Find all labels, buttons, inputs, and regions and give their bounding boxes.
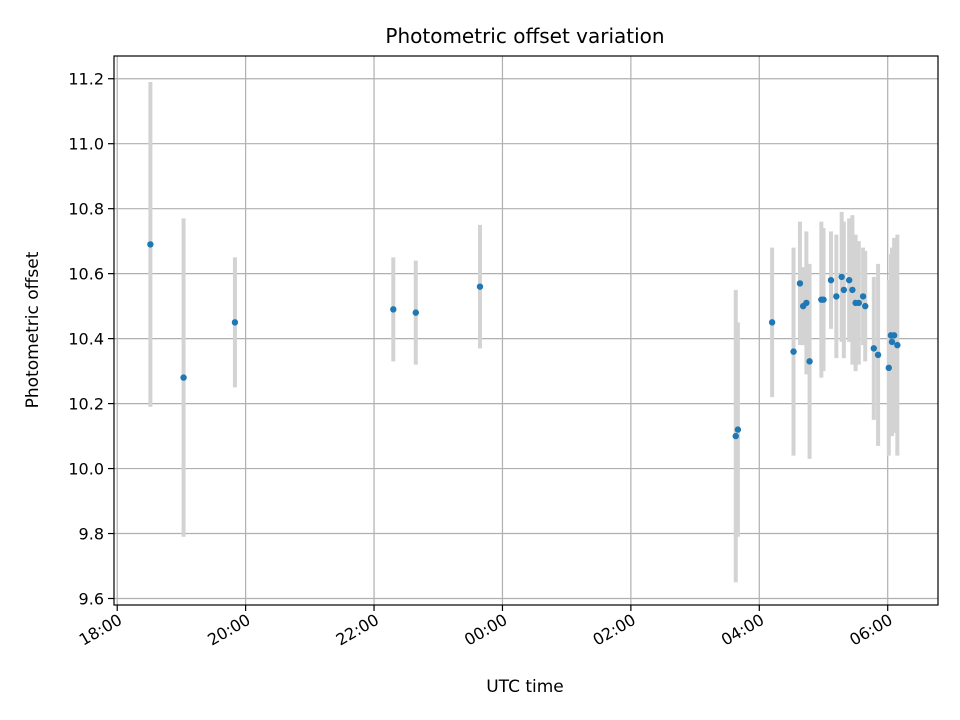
chart-title: Photometric offset variation: [385, 24, 664, 48]
data-point: [840, 286, 848, 294]
data-point: [849, 286, 856, 294]
data-point: [894, 341, 901, 349]
data-point: [888, 338, 896, 346]
y-tick-label: 11.0: [68, 135, 104, 154]
data-point: [803, 299, 810, 307]
y-tick-label: 9.6: [79, 590, 104, 609]
y-tick-label: 10.4: [68, 330, 104, 349]
y-tick-label: 11.2: [68, 70, 104, 89]
data-point: [768, 319, 776, 326]
data-point: [855, 299, 863, 307]
plot-area: [114, 56, 938, 605]
data-point: [734, 426, 742, 433]
y-tick-label: 10.6: [68, 265, 104, 284]
y-tick-label: 10.8: [68, 200, 104, 219]
data-point: [820, 296, 827, 303]
data-point: [859, 293, 867, 300]
data-point: [838, 273, 845, 281]
data-point: [833, 293, 840, 300]
y-tick-label: 9.8: [79, 525, 104, 544]
y-tick-label: 10.2: [68, 395, 104, 414]
data-point: [476, 283, 484, 290]
data-point: [874, 351, 882, 359]
grid-lines: [114, 56, 938, 605]
data-point: [790, 348, 797, 355]
y-tick-label: 10.0: [68, 460, 104, 479]
y-axis-title: Photometric offset: [23, 251, 43, 408]
data-point: [870, 345, 877, 352]
plot-frame: [113, 55, 939, 606]
data-point: [180, 374, 187, 381]
data-point: [796, 280, 804, 287]
data-point: [885, 364, 892, 372]
data-point: [732, 432, 739, 440]
data-point: [890, 332, 898, 339]
data-point: [806, 358, 813, 365]
data-point: [231, 319, 239, 326]
data-point: [147, 241, 154, 248]
data-point: [862, 302, 869, 310]
data-points: [147, 241, 901, 440]
y-axis-ticks: 9.6 9.8 10.0 10.2 10.4 10.6 10.8 11.0 11.2: [68, 70, 114, 609]
data-point: [390, 306, 397, 313]
data-point: [845, 276, 853, 284]
data-point: [827, 276, 835, 284]
x-axis-title: UTC time: [486, 677, 564, 697]
data-point: [412, 309, 419, 316]
